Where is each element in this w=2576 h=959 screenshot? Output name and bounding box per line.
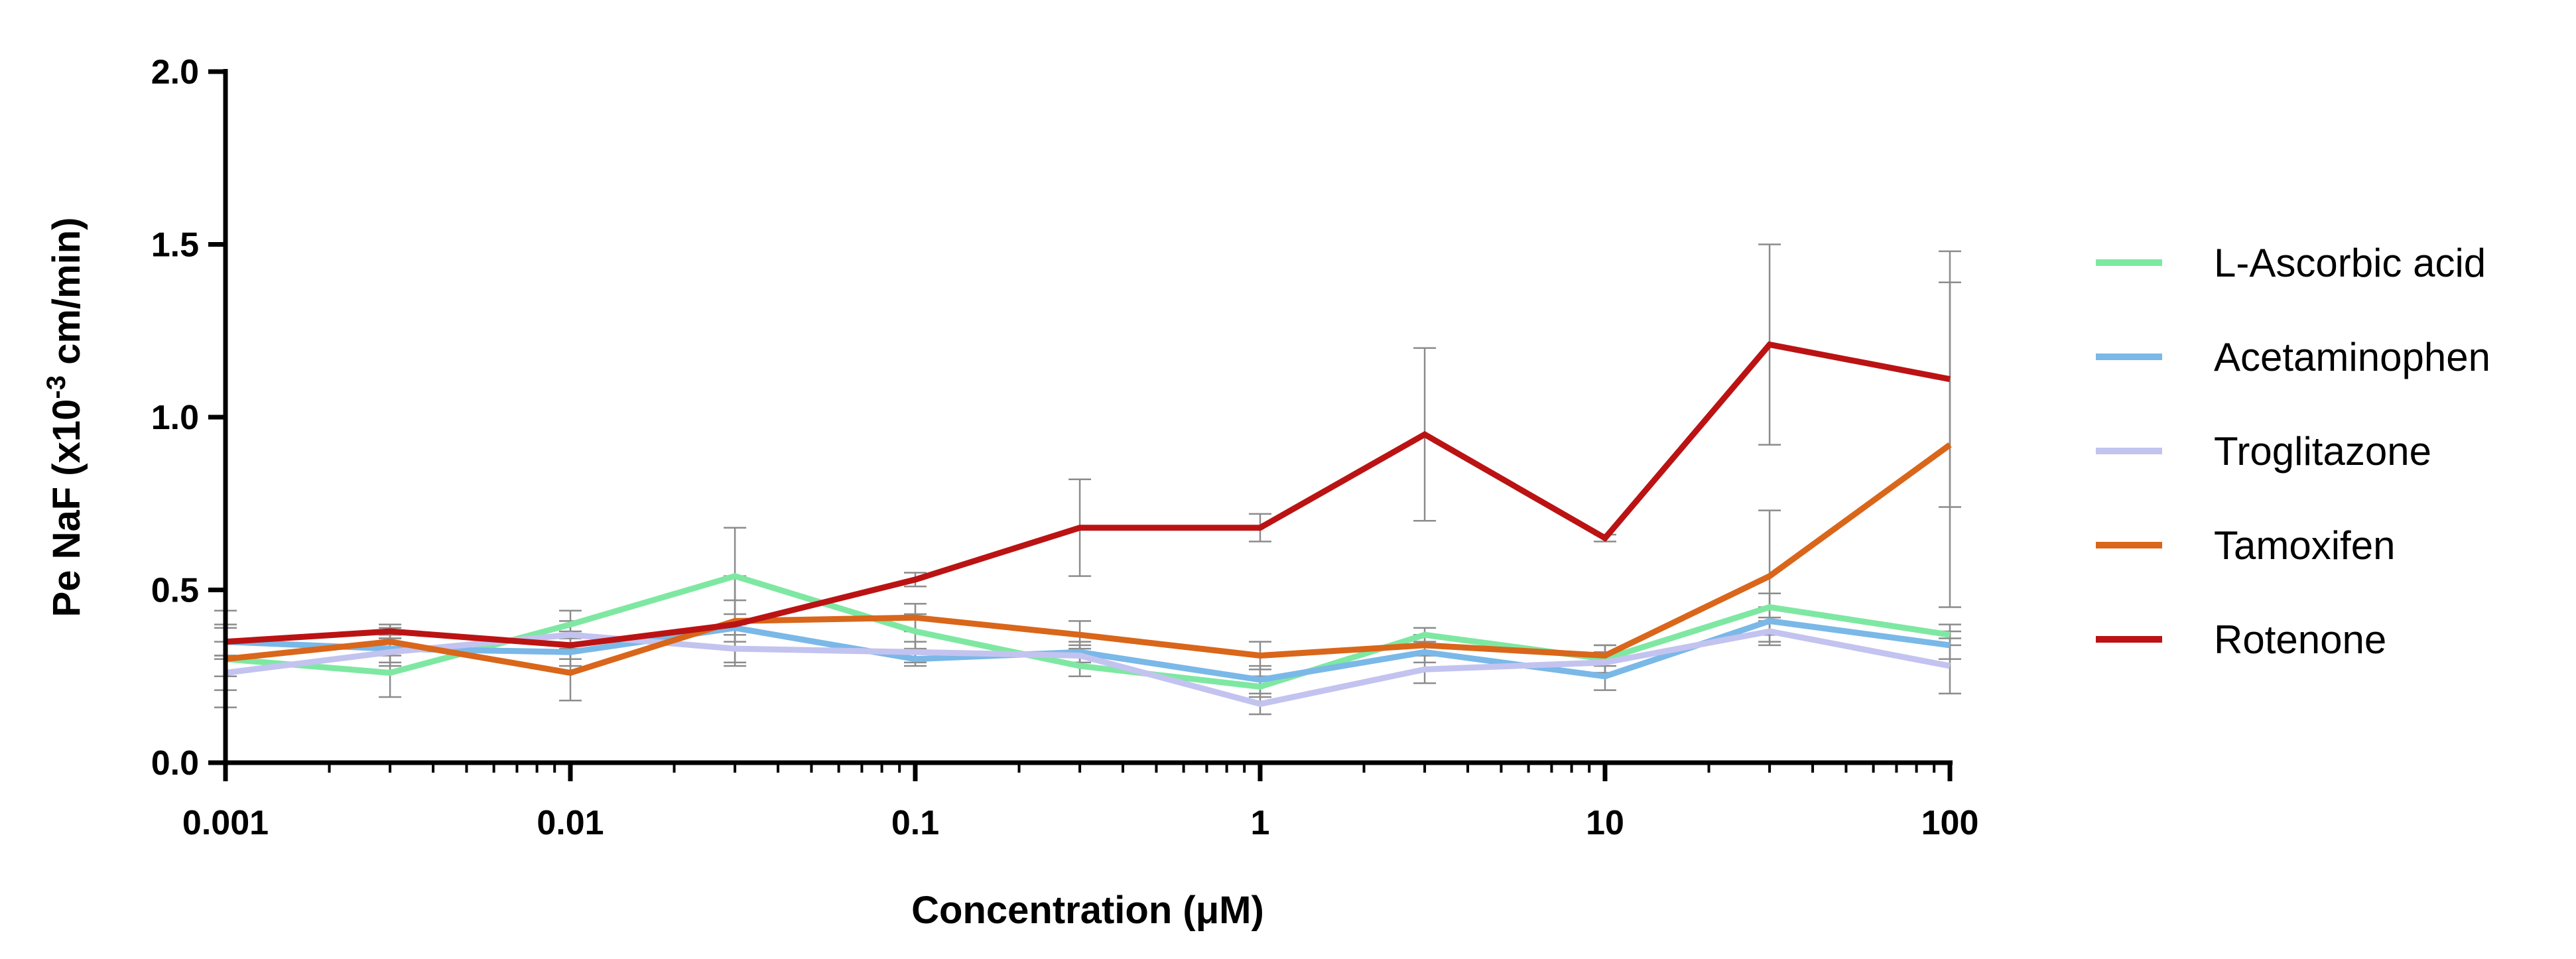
x-tick-label: 100	[1921, 804, 1979, 842]
series-line-l-ascorbic-acid	[225, 573, 1951, 690]
x-tick-label: 1	[1251, 804, 1270, 842]
y-tick-label: 0.5	[151, 572, 199, 610]
error-bar	[1939, 637, 1961, 695]
legend: L-Ascorbic acid Acetaminophen Troglitazone…	[2096, 241, 2490, 662]
y-tick-label: 2.0	[151, 53, 199, 92]
legend-label: Tamoxifen	[2214, 523, 2395, 568]
legend-item-tamoxifen: Tamoxifen	[2096, 523, 2395, 568]
series-line-rotenone	[225, 341, 1951, 649]
y-tick-label: 1.0	[151, 399, 199, 437]
series-lines	[225, 341, 1952, 708]
series-line-tamoxifen	[225, 442, 1952, 676]
legend-label: L-Ascorbic acid	[2214, 241, 2486, 285]
y-axis-title-superscript: -3	[42, 375, 71, 399]
series-line-acetaminophen	[225, 617, 1951, 683]
x-axis-title: Concentration (μM)	[911, 889, 1264, 932]
legend-label: Troglitazone	[2214, 429, 2431, 474]
x-tick-label: 0.1	[891, 804, 939, 842]
x-tick-label: 0.001	[182, 804, 269, 842]
legend-item-acetaminophen: Acetaminophen	[2096, 335, 2490, 379]
y-axis-title-suffix: cm/min)	[45, 218, 88, 376]
legend-item-troglitazone: Troglitazone	[2096, 429, 2431, 474]
legend-label: Rotenone	[2214, 617, 2386, 662]
y-ticks: 0.0 0.5 1.0 1.5 2.0	[151, 53, 225, 783]
y-tick-label: 1.5	[151, 226, 199, 265]
y-tick-label: 0.0	[151, 744, 199, 783]
legend-item-rotenone: Rotenone	[2096, 617, 2386, 662]
x-tick-label: 0.01	[537, 804, 604, 842]
y-axis-title: Pe NaF (x10-3 cm/min)	[42, 218, 88, 617]
legend-item-l-ascorbic-acid: L-Ascorbic acid	[2096, 241, 2486, 285]
x-ticks: 0.001 0.01 0.1 1 10 100	[182, 763, 1978, 842]
y-axis-title-prefix: Pe NaF (x10	[45, 399, 88, 617]
legend-label: Acetaminophen	[2214, 335, 2490, 379]
x-tick-label: 10	[1586, 804, 1624, 842]
